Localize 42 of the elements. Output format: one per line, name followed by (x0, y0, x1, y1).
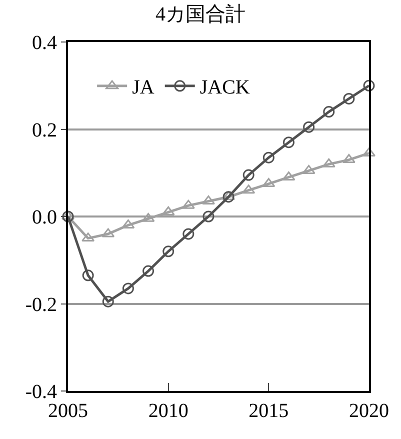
point (122, 282, 134, 294)
x-tick-label: 2010 (148, 400, 188, 422)
point (222, 191, 234, 203)
x-tick-label: 2020 (349, 400, 389, 422)
point (182, 200, 195, 209)
point (343, 92, 355, 104)
point (222, 191, 236, 200)
point (322, 158, 336, 168)
point (282, 171, 296, 180)
point (142, 265, 154, 277)
point (363, 80, 375, 92)
point (202, 195, 215, 204)
y-tick-label: 0.2 (32, 119, 57, 142)
point (202, 210, 214, 222)
point (102, 228, 115, 238)
point (82, 270, 94, 282)
point (242, 169, 254, 181)
legend-label: JA (132, 76, 155, 99)
y-tick-label: 0.4 (32, 32, 57, 54)
chart-title: 4カ国合計 (156, 4, 246, 26)
point (62, 210, 74, 222)
point (182, 228, 194, 240)
point (262, 178, 276, 188)
point (142, 212, 155, 222)
point (302, 164, 316, 174)
point (262, 152, 274, 164)
x-tick-label: 2015 (248, 400, 289, 422)
y-tick-label: -0.2 (25, 294, 57, 316)
point (102, 296, 114, 308)
y-tick-label: -0.4 (25, 381, 57, 403)
point (323, 106, 335, 118)
point (282, 136, 294, 148)
point (122, 219, 135, 228)
point (242, 184, 256, 194)
point (342, 154, 356, 164)
x-tick-label: 2005 (48, 400, 88, 422)
y-tick-label: 0.0 (32, 206, 57, 228)
legend-label: JACK (200, 76, 250, 99)
point (82, 232, 95, 242)
point (303, 121, 315, 133)
point (162, 246, 174, 258)
point (162, 206, 175, 216)
